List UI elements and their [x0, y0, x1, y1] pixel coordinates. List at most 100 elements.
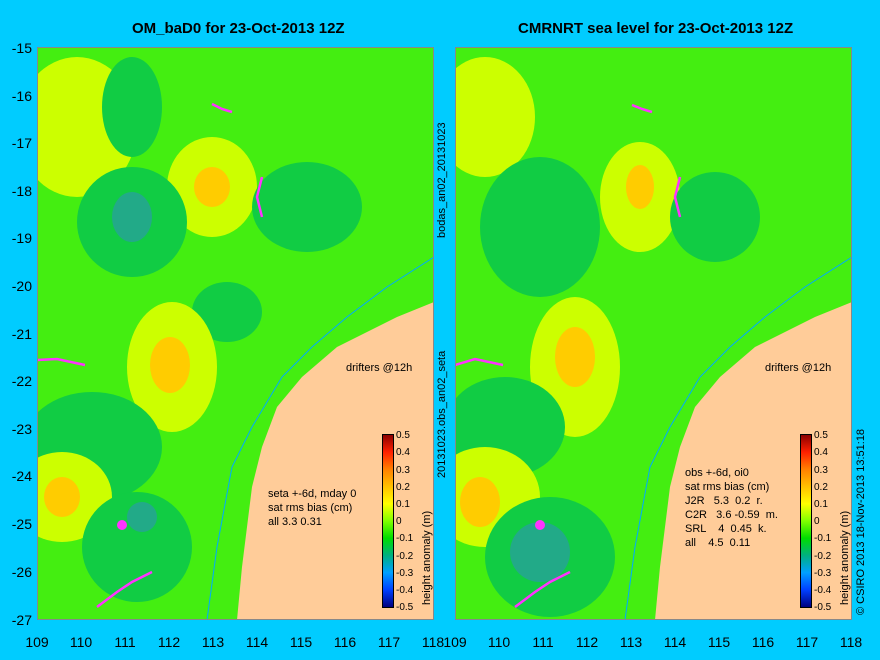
drifter-track [37, 357, 86, 367]
x-tick-label: 109 [25, 634, 49, 650]
left-stats: seta +-6d, mday 0 sat rms bias (cm) all … [268, 488, 357, 528]
anomaly-negative [670, 172, 760, 262]
x-tick-label: 115 [707, 634, 731, 650]
colorbar-tick: 0.5 [396, 430, 410, 441]
anomaly-negative [252, 162, 362, 252]
anomaly-low [510, 522, 570, 582]
right-stats: obs +-6d, oi0 sat rms bias (cm) J2R 5.3 … [685, 467, 778, 549]
x-tick-label: 116 [751, 634, 775, 650]
y-tick-label: -22 [11, 373, 32, 389]
colorbar-tick: -0.1 [814, 533, 832, 544]
left-drifters-label: drifters @12h [346, 362, 413, 374]
y-tick-label: -15 [11, 40, 32, 56]
colorbar-tick: 0.3 [814, 465, 828, 476]
y-tick-label: -20 [11, 278, 32, 294]
y-tick-label: -26 [11, 564, 32, 580]
anomaly-high [194, 167, 230, 207]
x-tick-label: 114 [663, 634, 687, 650]
colorbar-tick: -0.2 [814, 551, 832, 562]
anomaly-high [150, 337, 190, 393]
drifter-marker [535, 520, 545, 530]
shelf-line [624, 256, 852, 620]
y-tick-label: -24 [11, 468, 32, 484]
colorbar-tick: -0.3 [396, 568, 414, 579]
x-tick-label: 116 [333, 634, 357, 650]
anomaly-negative [192, 282, 262, 342]
drifter-track [514, 570, 571, 608]
anomaly-negative [82, 492, 192, 602]
credit-label: © CSIRO 2013 18-Nov-2013 13:51:18 [855, 428, 867, 615]
map-frame [37, 47, 434, 620]
x-tick-label: 110 [69, 634, 93, 650]
colorbar-tick: 0 [814, 516, 820, 527]
anomaly-high [555, 327, 595, 387]
anomaly-negative [102, 57, 162, 157]
colorbar-tick: 0.2 [814, 482, 828, 493]
drifter-track [631, 103, 653, 114]
x-tick-label: 117 [795, 634, 819, 650]
y-tick-label: -18 [11, 183, 32, 199]
x-tick-label: 112 [157, 634, 181, 650]
y-tick-label: -17 [11, 135, 32, 151]
colorbar-label: height anomaly (m) [839, 510, 851, 605]
x-tick-label: 109 [443, 634, 467, 650]
colorbar-tick: -0.5 [396, 602, 414, 613]
y-tick-label: -25 [11, 516, 32, 532]
right-map-title: CMRNRT sea level for 23-Oct-2013 12Z [518, 20, 794, 37]
colorbar-tick: -0.3 [814, 568, 832, 579]
anomaly-high [460, 477, 500, 527]
right-side-label: 20131023.obs_an02_seta [436, 350, 448, 478]
colorbar-tick: -0.1 [396, 533, 414, 544]
colorbar-tick: -0.4 [396, 585, 414, 596]
colorbar-tick: 0.3 [396, 465, 410, 476]
x-tick-label: 113 [619, 634, 643, 650]
colorbar-tick: 0.1 [814, 499, 828, 510]
drifter-track [673, 176, 682, 218]
x-tick-label: 115 [289, 634, 313, 650]
colorbar-tick: -0.2 [396, 551, 414, 562]
anomaly-negative [480, 157, 600, 297]
colorbar-tick: 0.4 [396, 447, 410, 458]
y-tick-label: -16 [11, 88, 32, 104]
colorbar-tick: -0.5 [814, 602, 832, 613]
left-map [37, 47, 434, 620]
colorbar-gradient [800, 434, 812, 608]
x-tick-label: 111 [114, 634, 136, 650]
colorbar-tick: 0.1 [396, 499, 410, 510]
anomaly-positive [455, 57, 535, 177]
drifter-track [96, 570, 153, 608]
x-tick-label: 117 [377, 634, 401, 650]
map-frame [455, 47, 852, 620]
x-tick-label: 110 [487, 634, 511, 650]
y-tick-label: -19 [11, 230, 32, 246]
drifter-track [455, 357, 504, 367]
y-tick-label: -21 [11, 326, 32, 342]
drifter-track [211, 102, 233, 114]
colorbar-tick: 0.5 [814, 430, 828, 441]
colorbar-tick: -0.4 [814, 585, 832, 596]
x-tick-label: 113 [201, 634, 225, 650]
x-tick-label: 112 [575, 634, 599, 650]
left-side-label: bodas_an02_20131023 [436, 122, 448, 238]
colorbar-gradient [382, 434, 394, 608]
y-tick-label: -27 [11, 612, 32, 628]
colorbar-tick: 0.4 [814, 447, 828, 458]
anomaly-low [112, 192, 152, 242]
x-tick-label: 118 [839, 634, 863, 650]
right-drifters-label: drifters @12h [765, 362, 832, 374]
anomaly-high [626, 165, 654, 209]
anomaly-high [44, 477, 80, 517]
colorbar-tick: 0.2 [396, 482, 410, 493]
shelf-line [206, 256, 434, 620]
left-map-title: OM_baD0 for 23-Oct-2013 12Z [132, 20, 345, 37]
anomaly-low [127, 502, 157, 532]
right-map [455, 47, 852, 620]
y-tick-label: -23 [11, 421, 32, 437]
x-tick-label: 114 [245, 634, 269, 650]
x-tick-label: 118 [421, 634, 445, 650]
x-tick-label: 111 [532, 634, 554, 650]
colorbar-label: height anomaly (m) [421, 510, 433, 605]
drifter-track [255, 176, 264, 218]
drifter-marker [117, 520, 127, 530]
colorbar-tick: 0 [396, 516, 402, 527]
